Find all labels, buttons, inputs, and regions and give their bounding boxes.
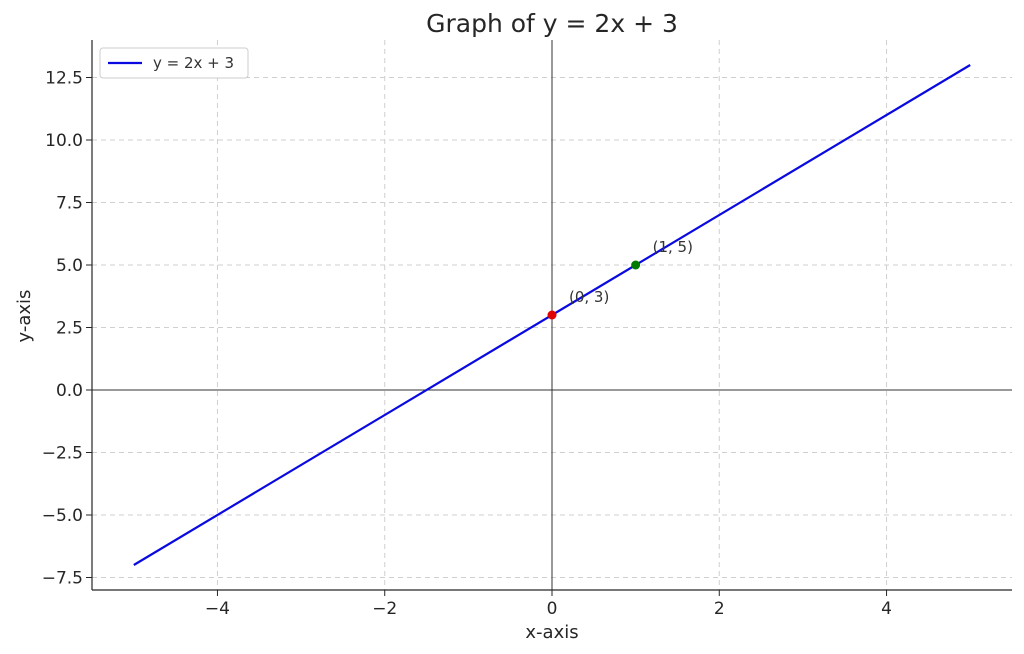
point-annotation: (1, 5) — [653, 238, 693, 256]
point-annotation: (0, 3) — [569, 288, 609, 306]
y-tick-label: 12.5 — [45, 69, 83, 89]
points-layer: (0, 3) (1, 5) — [547, 238, 693, 320]
legend-label: y = 2x + 3 — [153, 54, 234, 72]
y-tick-label: −2.5 — [42, 444, 83, 464]
highlight-point — [547, 310, 557, 320]
x-tick-label: 4 — [881, 599, 892, 619]
y-tick-label: 7.5 — [56, 194, 83, 214]
y-tick-label: −7.5 — [42, 569, 83, 589]
highlight-point — [631, 260, 641, 270]
legend: y = 2x + 3 — [99, 47, 249, 79]
x-tick-label: −2 — [372, 599, 397, 619]
x-tick-label: 0 — [547, 599, 558, 619]
x-tick-label: 2 — [714, 599, 725, 619]
x-tick-label: −4 — [205, 599, 230, 619]
chart-title: Graph of y = 2x + 3 — [426, 9, 678, 38]
x-axis-title: x-axis — [525, 622, 578, 643]
x-ticks: −4 −2 0 2 4 — [205, 590, 892, 619]
y-tick-label: 5.0 — [56, 256, 83, 276]
legend-box — [99, 47, 249, 79]
y-tick-label: 0.0 — [56, 381, 83, 401]
y-ticks: −7.5 −5.0 −2.5 0.0 2.5 5.0 7.5 10.0 12.5 — [42, 69, 92, 589]
y-axis-title: y-axis — [14, 290, 35, 343]
y-tick-label: 2.5 — [56, 319, 83, 339]
y-tick-label: 10.0 — [45, 131, 83, 151]
y-tick-label: −5.0 — [42, 506, 83, 526]
